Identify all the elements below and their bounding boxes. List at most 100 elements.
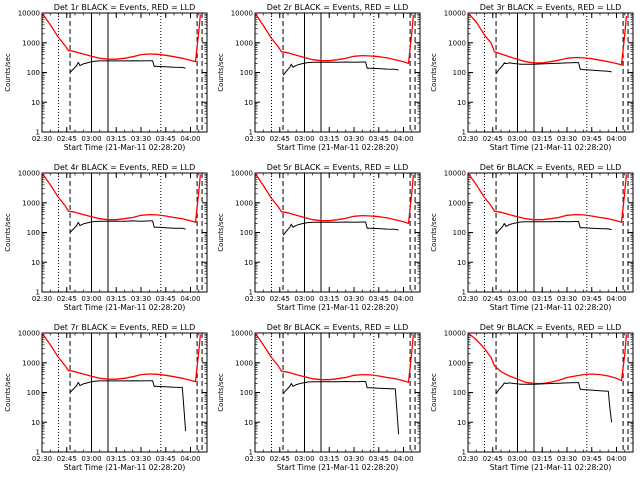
y-axis-label: Counts/sec: [430, 53, 438, 92]
chart-title: Det 2r BLACK = Events, RED = LLD: [267, 3, 409, 12]
x-tick-label: 03:15: [319, 295, 339, 303]
time-markers: [484, 333, 629, 452]
x-tick-label: 03:45: [369, 455, 389, 463]
time-markers: [271, 333, 416, 452]
panel-det-1: Det 1r BLACK = Events, RED = LLD 1 10 100 10…: [4, 3, 208, 152]
y-tick-label: 10000: [18, 170, 40, 178]
x-tick-label: 03:00: [507, 135, 527, 143]
panel-det-7: Det 7r BLACK = Events, RED = LLD 1 10 100 10…: [4, 323, 208, 472]
time-markers: [58, 173, 203, 292]
x-tick-label: 03:30: [344, 135, 364, 143]
x-tick-label: 03:15: [532, 295, 552, 303]
chart-title: Det 1r BLACK = Events, RED = LLD: [54, 3, 196, 12]
x-tick-label: 03:15: [106, 455, 126, 463]
x-tick-label: 02:30: [32, 455, 52, 463]
x-tick-label: 03:45: [156, 135, 176, 143]
time-markers: [58, 333, 203, 452]
chart-title: Det 5r BLACK = Events, RED = LLD: [267, 163, 409, 172]
x-tick-label: 03:15: [106, 135, 126, 143]
panel-det-4: Det 4r BLACK = Events, RED = LLD 1 10 100 10…: [4, 163, 208, 312]
y-tick-label: 1: [249, 129, 253, 137]
panel-det-9: Det 9r BLACK = Events, RED = LLD 1 10 100 10…: [430, 323, 634, 472]
x-tick-label: 03:15: [532, 455, 552, 463]
x-tick-label: 04:00: [606, 455, 626, 463]
y-tick-label: 1: [462, 129, 466, 137]
x-tick-label: 02:45: [270, 295, 290, 303]
y-tick-label: 10: [457, 259, 466, 267]
series-line-events: [282, 61, 399, 76]
y-tick-label: 1: [36, 449, 40, 457]
x-tick-label: 03:30: [131, 455, 151, 463]
x-tick-label: 03:00: [507, 295, 527, 303]
y-tick-label: 10000: [18, 330, 40, 338]
x-tick-label: 03:00: [81, 295, 101, 303]
y-tick-label: 1: [462, 449, 466, 457]
plot-frame: [467, 12, 634, 133]
plot-frame: [41, 12, 208, 133]
y-axis-label: Counts/sec: [430, 213, 438, 252]
x-tick-label: 02:45: [57, 135, 77, 143]
series-line-lld: [255, 333, 415, 383]
x-tick-label: 03:00: [294, 295, 314, 303]
x-axis-label: Start Time (21-Mar-11 02:28:20): [490, 303, 612, 312]
y-tick-label: 100: [27, 389, 40, 397]
x-tick-label: 03:00: [507, 455, 527, 463]
x-tick-label: 02:30: [458, 455, 478, 463]
x-tick-label: 03:45: [156, 295, 176, 303]
y-tick-label: 10000: [444, 170, 466, 178]
y-tick-label: 100: [240, 69, 253, 77]
x-axis-label: Start Time (21-Mar-11 02:28:20): [277, 303, 399, 312]
x-tick-label: 04:00: [393, 295, 413, 303]
y-tick-label: 1000: [235, 39, 253, 47]
y-tick-label: 100: [240, 229, 253, 237]
series-group: [42, 13, 202, 73]
chart-title: Det 7r BLACK = Events, RED = LLD: [54, 323, 196, 332]
panel-det-8: Det 8r BLACK = Events, RED = LLD 1 10 100 10…: [217, 323, 421, 472]
x-tick-label: 03:30: [344, 455, 364, 463]
series-group: [255, 13, 415, 76]
panel-det-5: Det 5r BLACK = Events, RED = LLD 1 10 100 10…: [217, 163, 421, 312]
x-axis-label: Start Time (21-Mar-11 02:28:20): [64, 463, 186, 472]
panel-det-6: Det 6r BLACK = Events, RED = LLD 1 10 100 10…: [430, 163, 634, 312]
y-axis-label: Counts/sec: [430, 373, 438, 412]
series-group: [468, 13, 628, 75]
y-tick-label: 10: [31, 419, 40, 427]
x-tick-label: 02:30: [245, 135, 265, 143]
x-tick-label: 03:15: [319, 135, 339, 143]
x-tick-label: 02:45: [270, 135, 290, 143]
series-line-events: [495, 221, 612, 235]
y-tick-label: 10: [457, 419, 466, 427]
y-tick-label: 1: [36, 129, 40, 137]
x-tick-label: 03:15: [319, 455, 339, 463]
x-tick-label: 02:30: [245, 295, 265, 303]
x-tick-label: 02:30: [32, 295, 52, 303]
x-tick-label: 03:30: [557, 455, 577, 463]
time-markers: [271, 13, 416, 132]
x-tick-label: 04:00: [180, 295, 200, 303]
y-tick-label: 1: [36, 289, 40, 297]
x-tick-label: 02:45: [483, 455, 503, 463]
x-axis-label: Start Time (21-Mar-11 02:28:20): [277, 463, 399, 472]
y-tick-label: 100: [453, 389, 466, 397]
x-tick-label: 04:00: [606, 295, 626, 303]
y-tick-label: 10: [244, 99, 253, 107]
y-tick-label: 100: [453, 229, 466, 237]
x-tick-label: 03:45: [582, 455, 602, 463]
y-tick-label: 10000: [231, 10, 253, 18]
y-tick-label: 10000: [231, 170, 253, 178]
x-tick-label: 04:00: [180, 455, 200, 463]
x-tick-label: 02:45: [270, 455, 290, 463]
x-tick-label: 03:00: [294, 455, 314, 463]
x-tick-label: 03:30: [557, 135, 577, 143]
x-tick-label: 02:30: [458, 295, 478, 303]
x-tick-label: 02:30: [458, 135, 478, 143]
x-tick-label: 03:30: [344, 295, 364, 303]
plot-frame: [41, 172, 208, 293]
series-group: [255, 333, 415, 435]
x-axis-label: Start Time (21-Mar-11 02:28:20): [64, 143, 186, 152]
series-group: [468, 173, 628, 235]
series-line-events: [282, 381, 400, 435]
series-line-lld: [255, 13, 415, 65]
x-tick-label: 03:45: [369, 135, 389, 143]
plot-frame: [254, 12, 421, 133]
